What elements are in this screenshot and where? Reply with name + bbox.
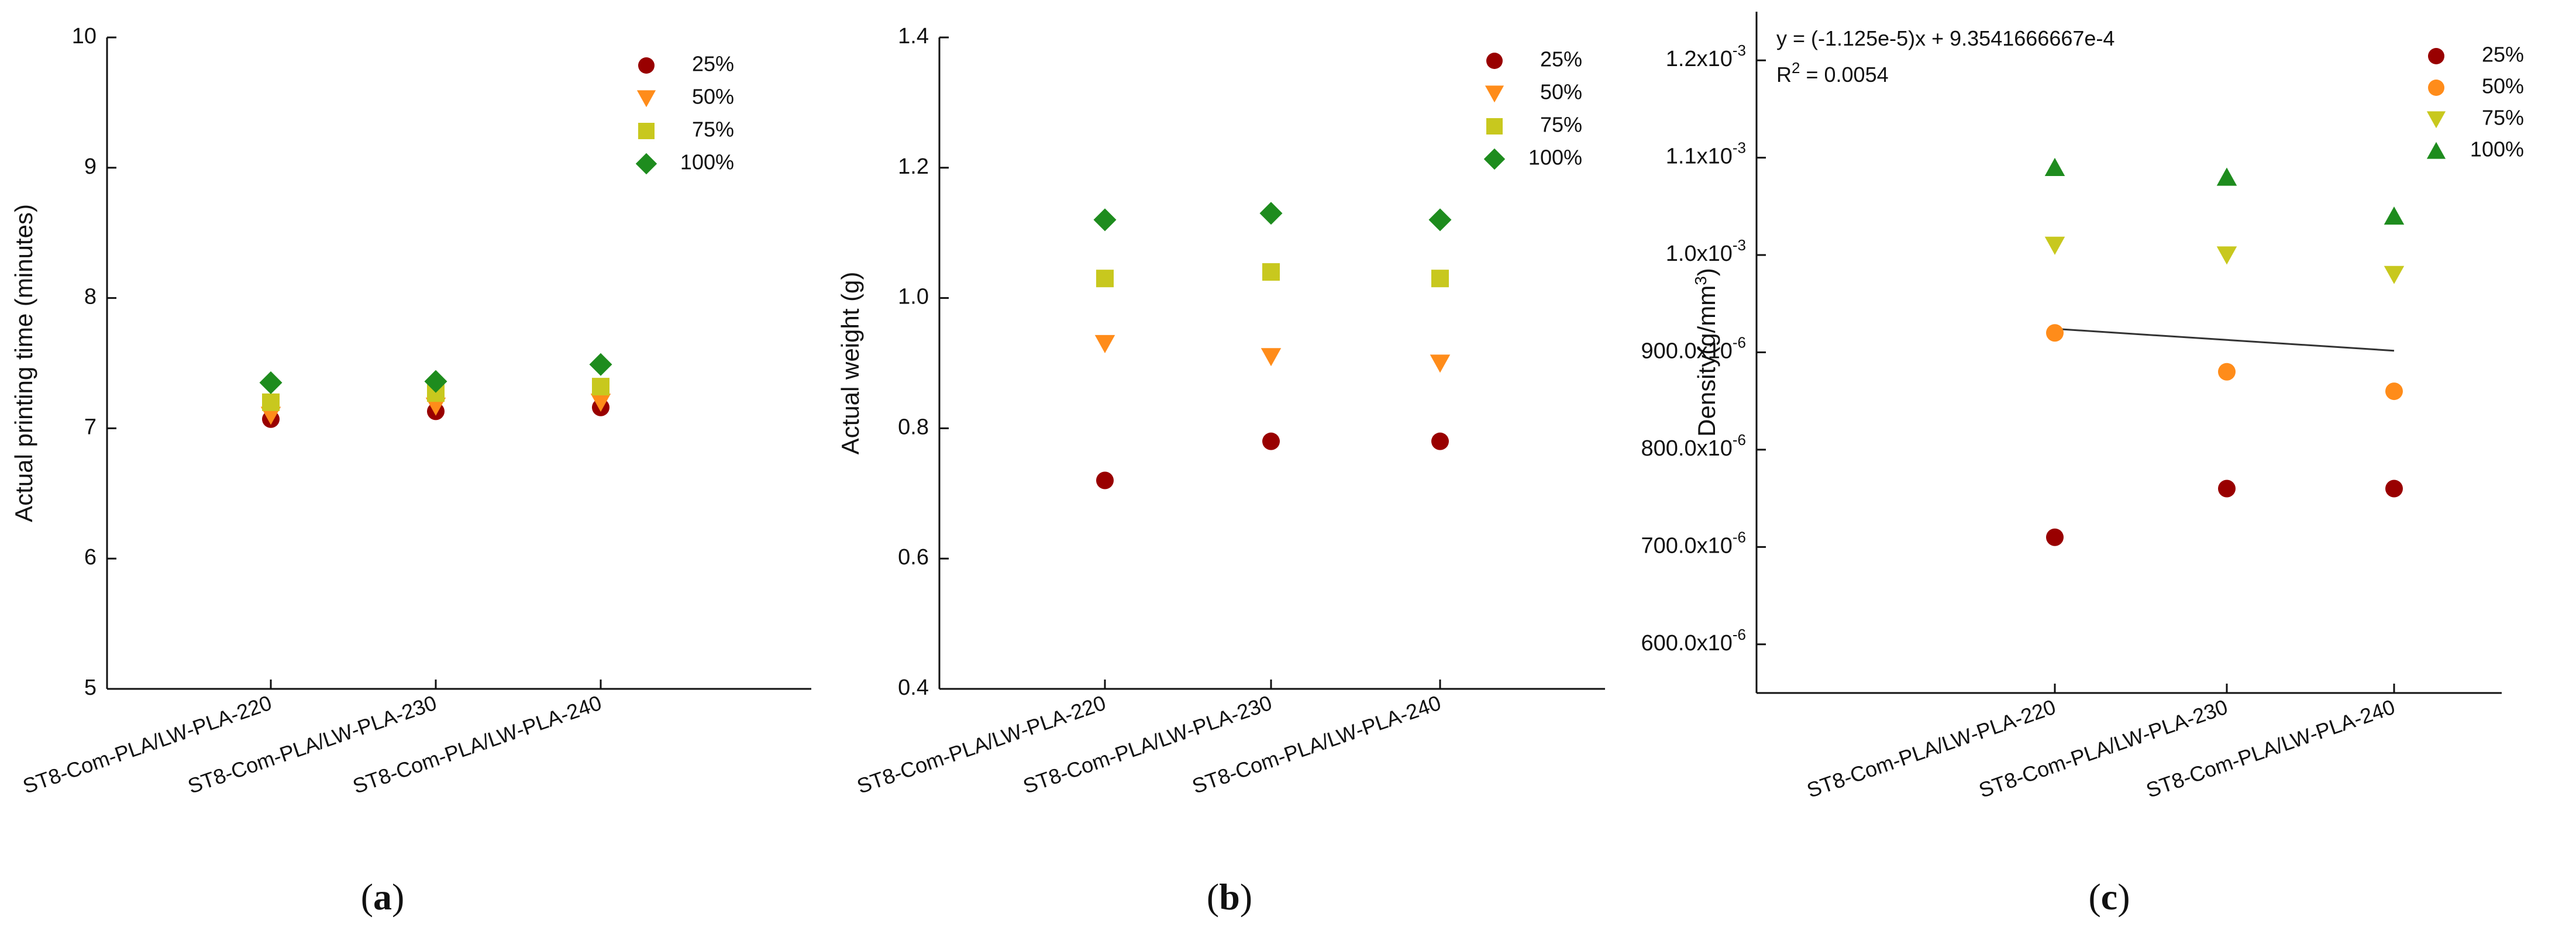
data-point xyxy=(1431,270,1449,288)
y-axis-label: Density(g/mm3) xyxy=(1692,268,1721,437)
data-point xyxy=(262,393,280,411)
data-point xyxy=(1096,471,1114,489)
data-point xyxy=(2385,480,2403,498)
data-point xyxy=(2216,167,2237,186)
subfigure-label: (c) xyxy=(2088,876,2130,918)
data-point xyxy=(1094,334,1115,353)
legend-label: 25% xyxy=(692,52,734,76)
data-point xyxy=(2385,382,2403,401)
y-tick-label: 10 xyxy=(72,24,97,49)
data-point xyxy=(1093,208,1117,232)
data-point xyxy=(2216,246,2237,265)
subfigure-label: (a) xyxy=(361,876,405,918)
legend-marker xyxy=(1486,118,1503,135)
legend-label: 50% xyxy=(1540,80,1582,104)
legend-label: 100% xyxy=(680,150,734,174)
y-tick-label: 5 xyxy=(84,675,97,700)
data-point xyxy=(1261,348,1282,367)
data-point xyxy=(260,406,281,425)
legend-marker xyxy=(638,57,655,74)
y-tick-label: 6 xyxy=(84,545,97,570)
data-point xyxy=(2044,236,2065,255)
legend-label: 75% xyxy=(2482,106,2524,130)
legend-label: 50% xyxy=(692,85,734,109)
subfigure-label: (b) xyxy=(1207,876,1252,918)
y-tick-label: 1.2 xyxy=(898,154,929,179)
data-point xyxy=(2218,363,2236,381)
regression-line xyxy=(2054,327,2395,352)
y-tick-label: 0.4 xyxy=(898,675,929,700)
legend-marker xyxy=(1485,85,1504,103)
chart-panel-a: 5678910ST8-Com-PLA/LW-PLA-220ST8-Com-PLA… xyxy=(10,24,811,918)
chart-panel-b: 0.40.60.81.01.21.4ST8-Com-PLA/LW-PLA-220… xyxy=(836,24,1605,918)
legend-label: 100% xyxy=(1528,146,1582,170)
y-axis-label: Actual weight (g) xyxy=(836,272,864,455)
y-tick-label: 0.6 xyxy=(898,545,929,570)
legend-marker xyxy=(2426,142,2446,159)
legend-marker xyxy=(1483,148,1506,170)
y-tick-label: 7 xyxy=(84,415,97,439)
data-point xyxy=(2384,265,2405,284)
legend-marker xyxy=(2428,80,2444,96)
legend-label: 50% xyxy=(2482,74,2524,98)
data-point xyxy=(2046,528,2064,546)
y-tick-label: 900.0x10-6 xyxy=(1641,333,1747,363)
r-squared: R2 = 0.0054 xyxy=(1776,59,1889,87)
data-point xyxy=(1262,263,1280,281)
data-point xyxy=(259,371,283,394)
y-tick-label: 1.4 xyxy=(898,24,929,49)
y-tick-label: 1.1x10-3 xyxy=(1666,139,1746,169)
data-point xyxy=(1096,270,1114,288)
chart-panel-c: 600.0x10-6 700.0x10-6 800.0x10-6 900.0x10-6… xyxy=(1641,12,2524,918)
legend-marker xyxy=(2428,48,2444,64)
legend-label: 75% xyxy=(1540,113,1582,137)
y-tick-label: 700.0x10-6 xyxy=(1641,528,1747,558)
y-tick-label: 600.0x10-6 xyxy=(1641,626,1747,656)
data-point xyxy=(2046,324,2064,342)
y-tick-label: 1.0x10-3 xyxy=(1666,236,1746,266)
data-point xyxy=(1259,202,1283,225)
y-tick-label: 9 xyxy=(84,154,97,179)
data-point xyxy=(1431,432,1449,450)
legend-marker xyxy=(2426,111,2446,129)
data-point xyxy=(2044,157,2065,176)
data-point xyxy=(1430,354,1451,373)
legend-label: 75% xyxy=(692,118,734,142)
y-axis-label: Actual printing time (minutes) xyxy=(10,204,37,522)
data-point xyxy=(2218,480,2236,498)
y-tick-label: 1.0 xyxy=(898,285,929,309)
y-tick-label: 8 xyxy=(84,285,97,309)
y-tick-label: 0.8 xyxy=(898,415,929,439)
data-point xyxy=(424,370,447,393)
y-tick-label: 1.2x10-3 xyxy=(1666,42,1746,71)
legend-marker xyxy=(636,90,656,108)
fit-equation: y = (-1.125e-5)x + 9.3541666667e-4 xyxy=(1776,26,2114,50)
data-point xyxy=(589,353,612,376)
legend-label: 100% xyxy=(2470,137,2524,161)
y-tick-label: 800.0x10-6 xyxy=(1641,431,1747,461)
data-point xyxy=(425,397,446,416)
legend-marker xyxy=(638,123,655,139)
legend-marker xyxy=(635,153,657,175)
data-point xyxy=(1262,432,1280,450)
legend-marker xyxy=(1486,53,1503,69)
legend-label: 25% xyxy=(2482,43,2524,67)
data-point xyxy=(592,378,609,396)
legend-label: 25% xyxy=(1540,47,1582,71)
data-point xyxy=(1428,208,1452,232)
data-point xyxy=(2384,206,2405,225)
data-point xyxy=(590,394,611,412)
